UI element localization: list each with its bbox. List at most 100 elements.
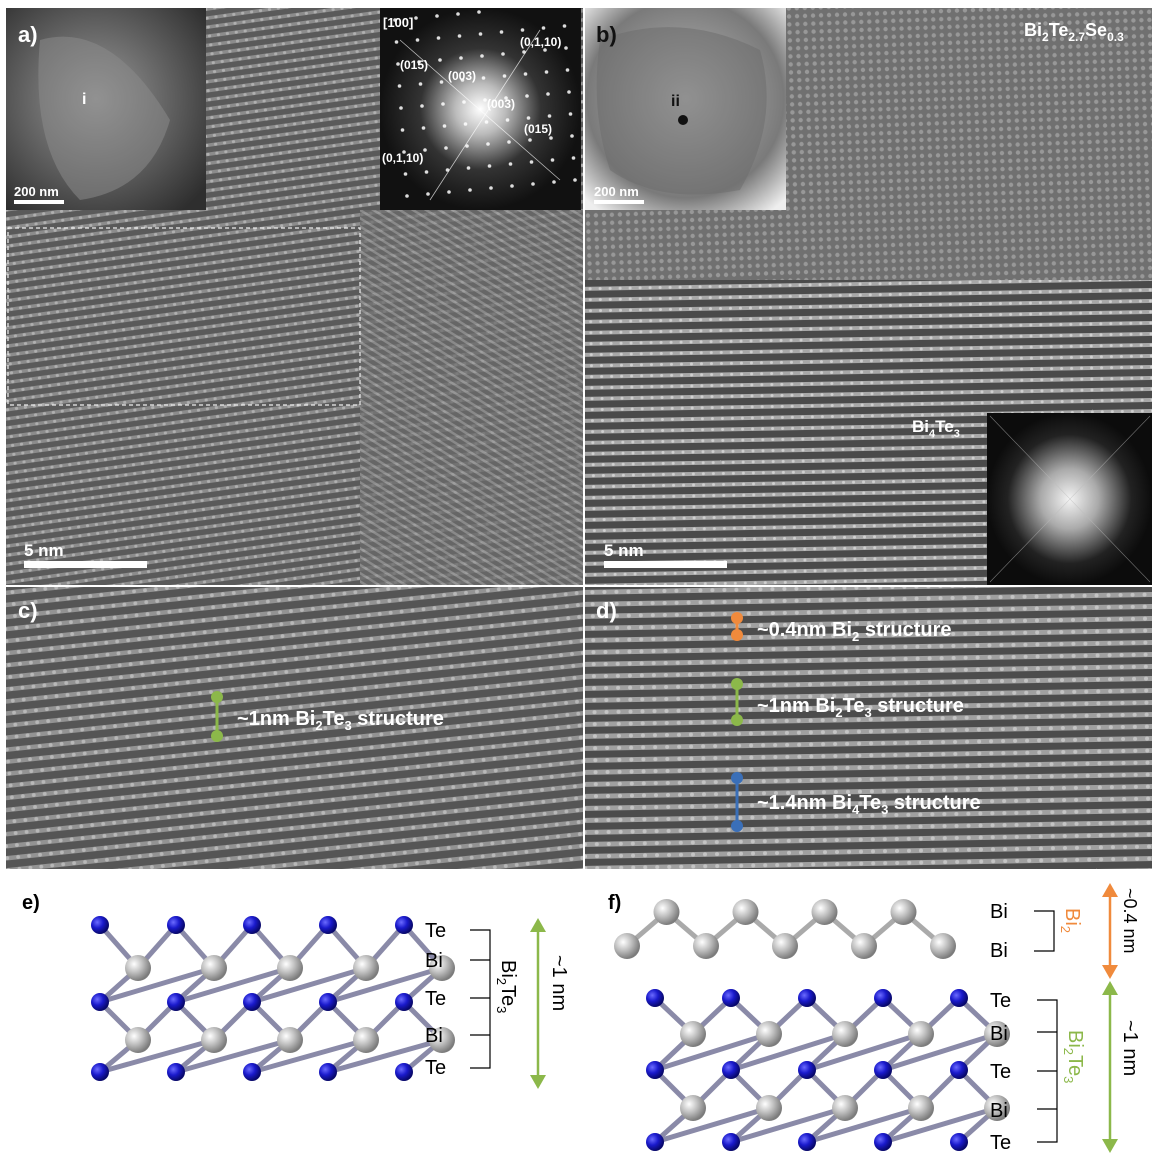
layer-label: Bi	[990, 1023, 1008, 1045]
bi-atom	[984, 1021, 1010, 1047]
fft-zone-axis: [100]	[383, 15, 413, 30]
bond	[327, 965, 443, 1005]
fft-spot	[526, 116, 531, 120]
fft-spot	[573, 178, 577, 182]
fft-spot	[477, 10, 481, 14]
fft-spot	[402, 150, 406, 154]
fft-spot	[480, 54, 484, 58]
panel-f-label: f)	[608, 892, 621, 914]
panel-e-structure	[91, 916, 455, 1081]
fft-spot	[489, 186, 493, 190]
fft-spot	[528, 138, 532, 142]
layer-label: Te	[425, 1057, 446, 1079]
panel-c-annotation: ~1nm Bi2Te3 structure	[237, 708, 444, 733]
panel-a-inset-scale-label: 200 nm	[14, 184, 59, 199]
panel-b-inset-scale-label: 200 nm	[594, 184, 639, 199]
fft-spot	[531, 182, 535, 186]
bi-atom	[908, 1021, 934, 1047]
panel-f-top-layer-labels: Bi Bi	[990, 901, 1008, 962]
te-atom	[395, 916, 413, 934]
te-atom	[91, 916, 109, 934]
fft-spot	[543, 48, 547, 52]
fft-spot	[486, 142, 490, 146]
layer-label: Te	[425, 920, 446, 942]
panel-e-bracket-label: Bi2Te3	[494, 960, 519, 1013]
panel-e-thickness-arrow	[530, 918, 546, 1089]
bi-atom	[353, 955, 379, 981]
bi-atom	[614, 933, 640, 959]
bond	[730, 1031, 846, 1073]
te-atom	[319, 916, 337, 934]
fft-spot	[571, 156, 576, 160]
panel-a-inset-grain	[38, 36, 170, 200]
layer-label: Bi	[425, 1025, 443, 1047]
fft-spot-003-bar: (003)	[487, 97, 515, 111]
panel-b-inset-label: ii	[671, 93, 680, 110]
panel-e-bracket	[470, 929, 491, 1069]
te-atom	[395, 1063, 413, 1081]
fft-spot	[457, 34, 462, 38]
fft-spot	[417, 60, 421, 64]
fft-spot	[465, 144, 469, 148]
fft-spot	[508, 162, 513, 166]
fft-spot	[501, 52, 505, 56]
te-atom	[950, 989, 968, 1007]
bi-atom	[353, 1027, 379, 1053]
panel-d-label: d)	[596, 598, 617, 623]
panel-b-fft-line-2	[989, 415, 1151, 583]
panel-e-thickness: ~1 nm	[548, 955, 570, 1011]
fft-spot-015-bar: (015)	[524, 122, 552, 136]
panel-f: f) Bi Bi Bi2 ~0.4 nm Te Bi Te Bi Te Bi2T…	[608, 883, 1141, 1154]
bond	[99, 965, 215, 1005]
panel-e-layer-labels: Te Bi Te Bi Te	[425, 920, 446, 1079]
panel-a-scale-label: 5 nm	[24, 541, 64, 560]
panel-a-scalebar	[24, 561, 147, 568]
panel-b-scalebar	[604, 561, 727, 568]
bi-atom	[277, 955, 303, 981]
fft-spot	[438, 58, 442, 62]
fft-spot	[441, 102, 445, 106]
te-atom	[950, 1133, 968, 1151]
fft-spot	[420, 104, 424, 108]
fft-spot	[541, 26, 546, 30]
bond	[654, 1105, 770, 1145]
te-atom	[722, 989, 740, 1007]
fft-spot	[499, 30, 504, 34]
fft-spot	[523, 72, 528, 76]
fft-spot-0-1-10-top: (0,1,10)	[520, 35, 561, 49]
bi-atom	[772, 933, 798, 959]
te-atom	[798, 989, 816, 1007]
bi-atom	[125, 1027, 151, 1053]
fft-spot	[481, 76, 486, 80]
te-atom	[243, 993, 261, 1011]
te-atom	[798, 1061, 816, 1079]
panel-b-label: b)	[596, 22, 617, 47]
te-atom	[243, 1063, 261, 1081]
te-atom	[798, 1133, 816, 1151]
bond	[251, 1037, 367, 1075]
fft-spot	[424, 170, 429, 174]
panel-a-fft-inset	[380, 8, 581, 210]
bond	[882, 1031, 998, 1073]
te-atom	[646, 1133, 664, 1151]
panel-e: e) Te Bi Te Bi Te Bi2Te3 ~1 nm	[22, 892, 570, 1089]
te-atom	[722, 1133, 740, 1151]
fft-spot	[466, 166, 471, 170]
te-atom	[646, 1061, 664, 1079]
bi-atom	[851, 933, 877, 959]
bi-atom	[732, 899, 759, 925]
fft-line-2	[429, 29, 541, 201]
bond	[251, 965, 367, 1005]
panel-f-top-thickness-arrow	[1102, 883, 1118, 979]
bond	[327, 1037, 443, 1075]
bi-atom	[832, 1021, 858, 1047]
layer-label: Bi	[990, 901, 1008, 923]
te-atom	[874, 1133, 892, 1151]
bond	[730, 1105, 846, 1145]
bi-atom	[201, 955, 227, 981]
panel-d-annotation-bi4te3: ~1.4nm Bi4Te3 structure	[757, 792, 981, 817]
bond	[99, 1037, 215, 1075]
fft-spot	[507, 140, 511, 144]
bond	[175, 1037, 291, 1075]
fft-spot	[552, 180, 556, 184]
